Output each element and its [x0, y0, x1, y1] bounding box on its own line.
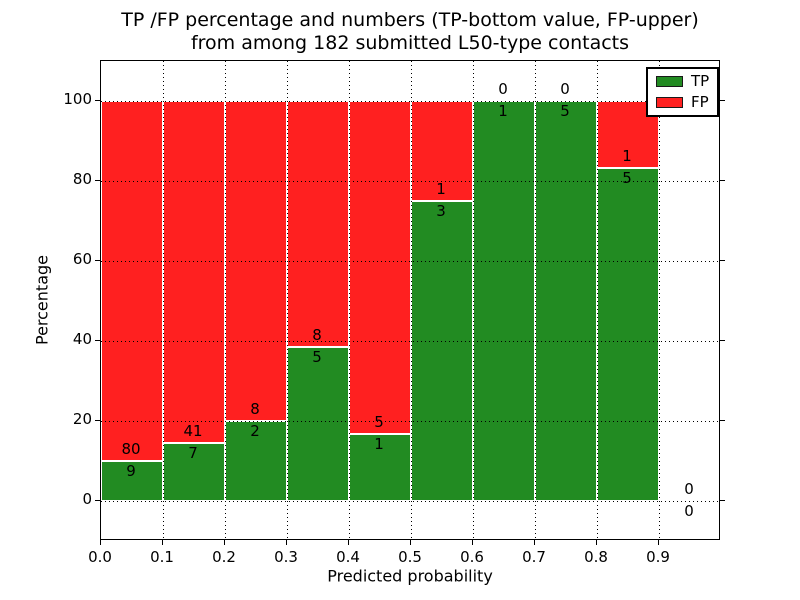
- fp-count-label: 0: [498, 80, 508, 98]
- fp-bar-segment: [349, 101, 411, 434]
- v-gridline: [225, 61, 226, 539]
- x-tick-label: 0.2: [212, 548, 236, 566]
- h-gridline: [101, 101, 719, 102]
- plot-area: [100, 60, 720, 540]
- y-tick: [95, 500, 100, 501]
- x-tick: [100, 540, 101, 545]
- x-tick-label: 0.8: [584, 548, 608, 566]
- tp-count-label: 5: [312, 348, 322, 366]
- h-gridline: [101, 421, 719, 422]
- y-tick-label: 40: [72, 330, 92, 348]
- y-tick: [95, 340, 100, 341]
- y-tick: [95, 180, 100, 181]
- legend-label-fp: FP: [691, 93, 709, 111]
- tp-count-label: 0: [684, 502, 694, 520]
- legend-label-tp: TP: [691, 72, 710, 90]
- x-tick-label: 0.1: [150, 548, 174, 566]
- v-gridline: [287, 61, 288, 539]
- x-tick: [658, 540, 659, 545]
- x-tick: [410, 540, 411, 545]
- x-axis-label: Predicted probability: [327, 566, 493, 586]
- x-tick-label: 0.9: [646, 548, 670, 566]
- x-tick: [472, 540, 473, 545]
- fp-bar-segment: [101, 101, 163, 461]
- x-tick: [534, 540, 535, 545]
- fp-count-label: 1: [622, 147, 632, 165]
- y-tick: [95, 420, 100, 421]
- chart-title-line1: TP /FP percentage and numbers (TP-bottom…: [121, 9, 699, 31]
- v-gridline: [473, 61, 474, 539]
- tp-bar-segment: [535, 101, 597, 501]
- tp-count-label: 1: [498, 102, 508, 120]
- v-gridline: [163, 61, 164, 539]
- h-gridline: [101, 181, 719, 182]
- v-gridline: [535, 61, 536, 539]
- y-tick-right: [720, 500, 725, 501]
- v-gridline: [597, 61, 598, 539]
- y-tick-label: 60: [72, 250, 92, 268]
- y-tick-right: [720, 340, 725, 341]
- tp-bar-segment: [411, 201, 473, 501]
- tp-count-label: 5: [622, 169, 632, 187]
- fp-count-label: 80: [121, 440, 141, 458]
- v-gridline: [659, 61, 660, 539]
- h-gridline: [101, 261, 719, 262]
- y-tick-label: 0: [82, 490, 92, 508]
- x-tick: [348, 540, 349, 545]
- tp-bar-segment: [287, 347, 349, 501]
- h-gridline: [101, 341, 719, 342]
- tp-bar-segment: [163, 443, 225, 501]
- fp-bar-segment: [163, 101, 225, 443]
- fp-count-label: 8: [312, 326, 322, 344]
- x-tick: [162, 540, 163, 545]
- y-tick-right: [720, 260, 725, 261]
- fp-count-label: 8: [250, 400, 260, 418]
- legend-item-tp: TP: [656, 74, 709, 89]
- x-tick-label: 0.3: [274, 548, 298, 566]
- fp-count-label: 5: [374, 413, 384, 431]
- chart-title: TP /FP percentage and numbers (TP-bottom…: [121, 9, 699, 55]
- x-tick-label: 0.4: [336, 548, 360, 566]
- y-tick-right: [720, 180, 725, 181]
- tp-bar-segment: [473, 101, 535, 501]
- fp-count-label: 1: [436, 180, 446, 198]
- tp-count-label: 9: [126, 462, 136, 480]
- v-gridline: [411, 61, 412, 539]
- y-tick-right: [720, 100, 725, 101]
- y-tick: [95, 100, 100, 101]
- y-tick-label: 100: [63, 90, 92, 108]
- legend: TP FP: [646, 67, 720, 117]
- x-tick-label: 0.7: [522, 548, 546, 566]
- legend-item-fp: FP: [656, 95, 709, 110]
- x-tick-label: 0.5: [398, 548, 422, 566]
- fp-count-label: 0: [684, 480, 694, 498]
- fp-bar-segment: [287, 101, 349, 347]
- tp-count-label: 3: [436, 202, 446, 220]
- tp-count-label: 2: [250, 422, 260, 440]
- x-tick: [596, 540, 597, 545]
- y-tick-right: [720, 420, 725, 421]
- y-tick: [95, 260, 100, 261]
- h-gridline: [101, 501, 719, 502]
- tp-count-label: 5: [560, 102, 570, 120]
- tp-bar-segment: [101, 461, 163, 501]
- x-tick: [286, 540, 287, 545]
- x-tick: [224, 540, 225, 545]
- fp-count-label: 41: [183, 422, 203, 440]
- v-gridline: [349, 61, 350, 539]
- y-tick-label: 20: [72, 410, 92, 428]
- tp-count-label: 7: [188, 444, 198, 462]
- fp-count-label: 0: [560, 80, 570, 98]
- tp-bar-segment: [597, 168, 659, 501]
- y-tick-label: 80: [72, 170, 92, 188]
- x-tick-label: 0.6: [460, 548, 484, 566]
- x-tick-label: 0.0: [88, 548, 112, 566]
- chart-title-line2: from among 182 submitted L50-type contac…: [190, 32, 630, 54]
- fp-color-swatch: [656, 97, 683, 108]
- tp-count-label: 1: [374, 435, 384, 453]
- tp-color-swatch: [656, 76, 683, 87]
